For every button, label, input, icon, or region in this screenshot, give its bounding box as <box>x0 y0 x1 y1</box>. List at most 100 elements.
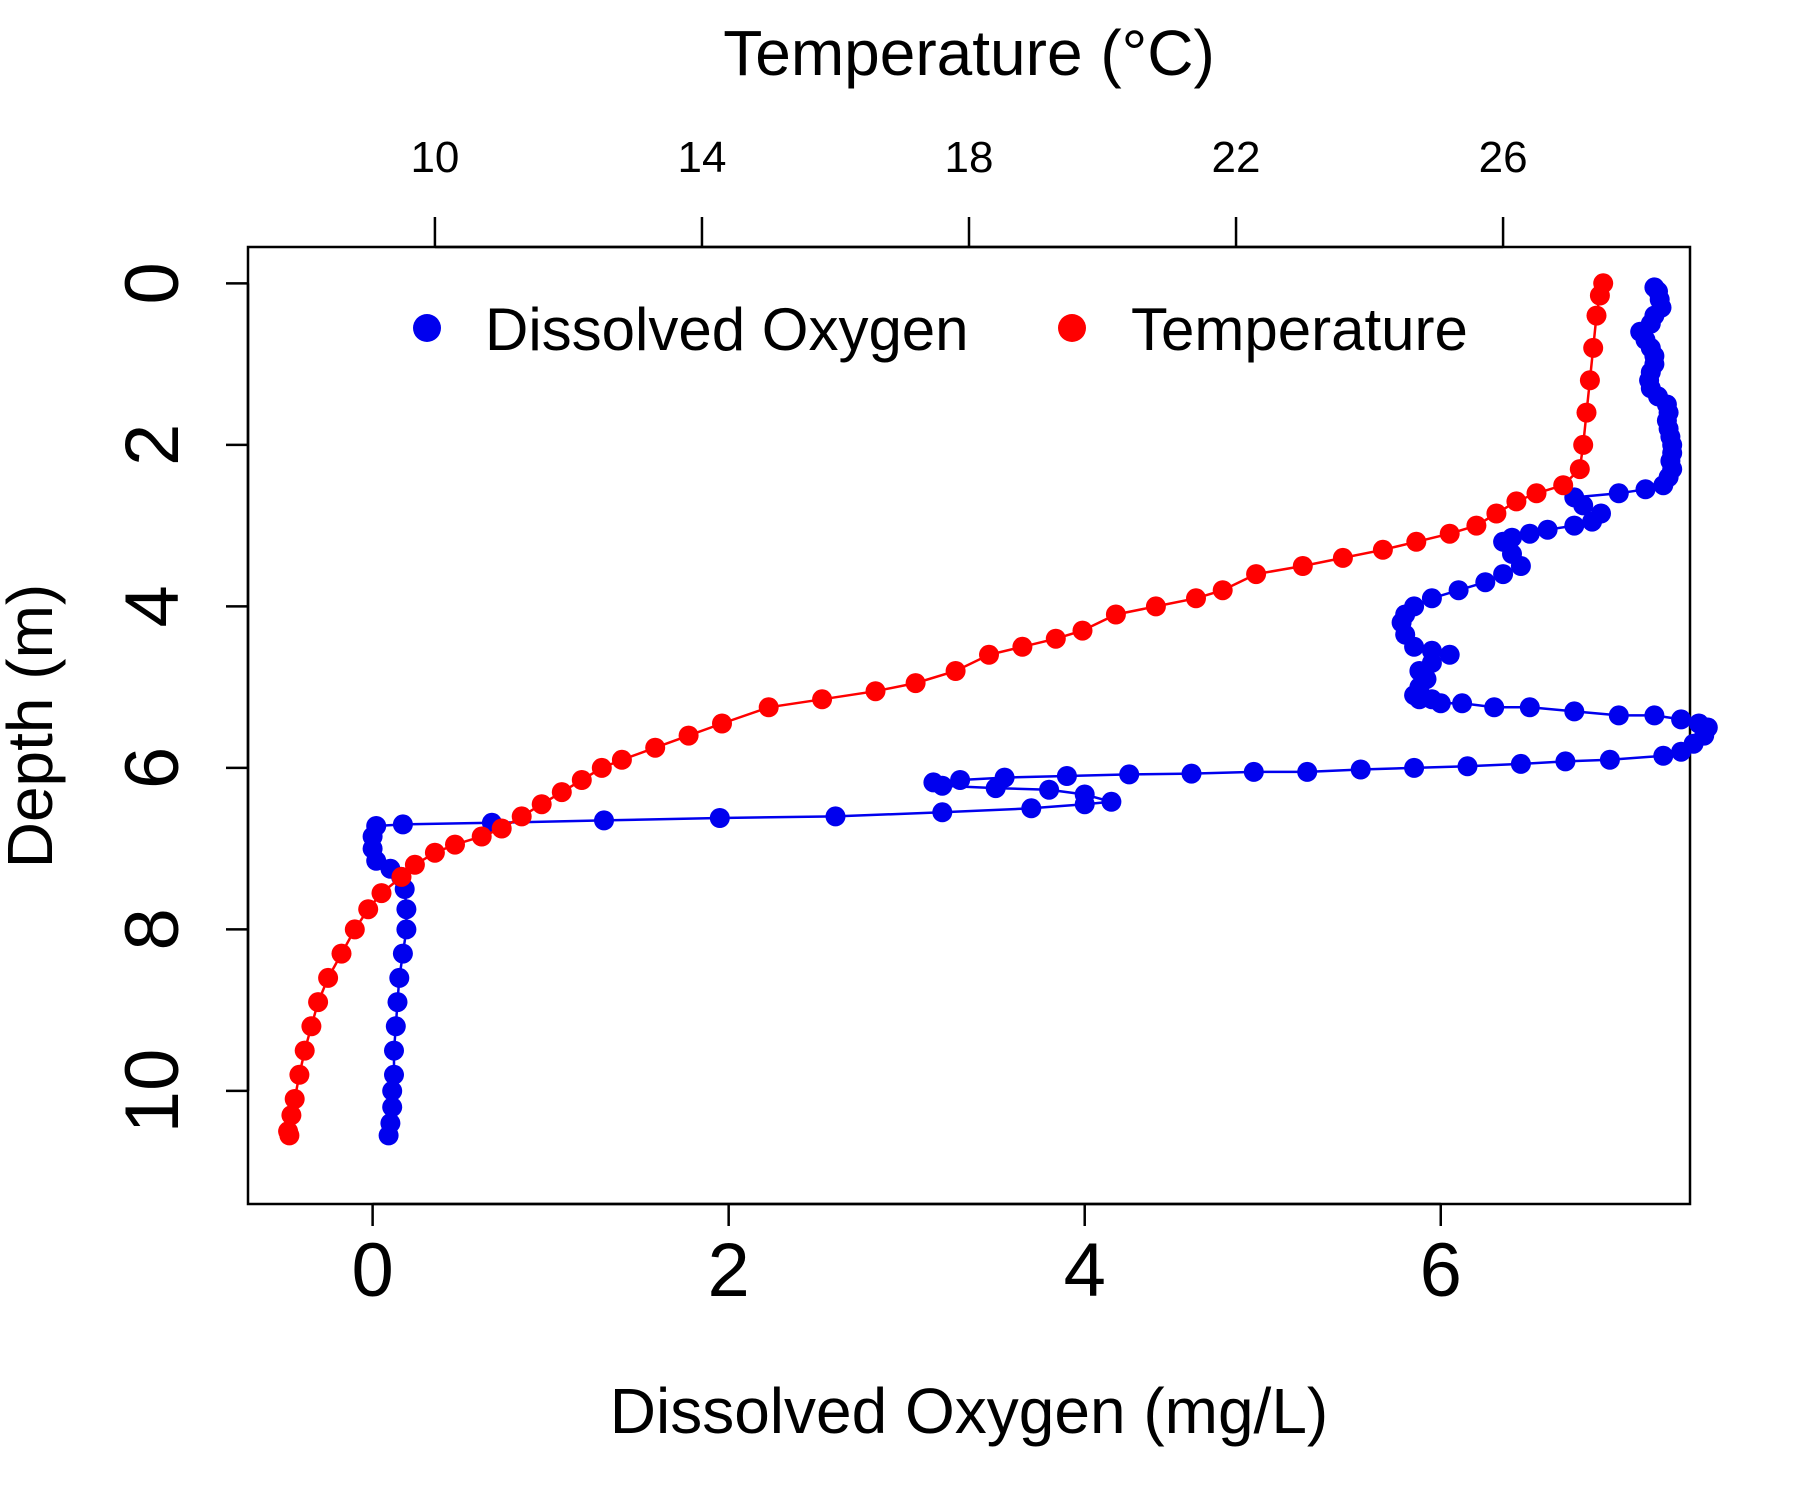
data-point-dissolved-oxygen <box>382 1097 403 1118</box>
data-point-temperature <box>1466 515 1487 536</box>
data-point-temperature <box>1573 434 1594 455</box>
data-point-temperature <box>1586 305 1607 326</box>
data-point-temperature <box>865 681 886 702</box>
data-point-dissolved-oxygen <box>1671 741 1692 762</box>
bottom-axis-tick-label: 0 <box>351 1228 393 1313</box>
bottom-axis-tick-label: 2 <box>708 1228 750 1313</box>
legend-marker-dissolved-oxygen <box>413 314 441 342</box>
data-point-dissolved-oxygen <box>1519 697 1540 718</box>
data-point-dissolved-oxygen <box>1519 523 1540 544</box>
bottom-axis-tick-label: 4 <box>1064 1228 1106 1313</box>
data-point-temperature <box>758 697 779 718</box>
data-point-dissolved-oxygen <box>1404 757 1425 778</box>
data-point-temperature <box>1569 459 1590 480</box>
data-point-temperature <box>424 842 445 863</box>
data-point-temperature <box>1439 523 1460 544</box>
left-axis-tick-label: 4 <box>110 585 195 627</box>
left-axis-title: Depth (m) <box>0 584 66 869</box>
data-point-dissolved-oxygen <box>1537 519 1558 540</box>
data-point-temperature <box>979 644 999 665</box>
bottom-axis-tick-label: 6 <box>1420 1228 1462 1313</box>
left-axis-tick-label: 8 <box>110 908 195 950</box>
data-point-temperature <box>812 689 833 710</box>
data-point-temperature <box>1372 539 1393 560</box>
data-point-dissolved-oxygen <box>1653 475 1674 496</box>
data-point-temperature <box>294 1040 315 1061</box>
data-point-temperature <box>712 713 732 734</box>
data-point-temperature <box>284 1089 305 1109</box>
data-point-temperature <box>491 818 512 839</box>
top-axis: 10 14 18 22 26 <box>410 133 1528 249</box>
legend: Dissolved Oxygen Temperature <box>413 296 1468 363</box>
data-point-temperature <box>1506 491 1527 512</box>
data-point-dissolved-oxygen <box>1457 756 1478 777</box>
left-axis-tick-label: 2 <box>110 424 195 466</box>
data-point-temperature <box>358 899 379 920</box>
data-point-dissolved-oxygen <box>1608 705 1629 726</box>
data-point-temperature <box>308 992 329 1013</box>
data-point-temperature <box>1292 556 1313 576</box>
data-point-temperature <box>1145 596 1166 617</box>
data-point-dissolved-oxygen <box>385 1016 406 1037</box>
data-point-dissolved-oxygen <box>1555 751 1576 772</box>
data-point-temperature <box>1486 503 1507 524</box>
data-point-dissolved-oxygen <box>1671 709 1692 730</box>
top-axis-tick-label: 18 <box>945 133 994 182</box>
data-point-temperature <box>391 866 412 887</box>
plot-area-frame <box>246 245 1692 1206</box>
data-point-temperature <box>1576 402 1597 423</box>
data-point-dissolved-oxygen <box>1056 766 1077 786</box>
legend-label-dissolved-oxygen: Dissolved Oxygen <box>485 296 969 363</box>
data-point-temperature <box>1246 564 1267 585</box>
data-point-temperature <box>1332 547 1353 568</box>
data-point-temperature <box>1045 628 1066 649</box>
data-point-temperature <box>1072 620 1093 641</box>
data-point-dissolved-oxygen <box>392 943 413 964</box>
data-point-dissolved-oxygen <box>1119 764 1140 785</box>
data-point-dissolved-oxygen <box>382 1080 403 1101</box>
data-point-temperature <box>1589 285 1610 306</box>
data-point-dissolved-oxygen <box>1510 753 1531 774</box>
data-point-dissolved-oxygen <box>1582 511 1603 532</box>
data-point-temperature <box>1212 580 1233 601</box>
bottom-axis: 0 2 4 6 <box>351 1202 1462 1313</box>
bottom-axis-title: Dissolved Oxygen (mg/L) <box>610 1375 1328 1447</box>
top-axis-tick-label: 22 <box>1212 133 1261 182</box>
data-point-dissolved-oxygen <box>1510 556 1531 576</box>
data-point-temperature <box>945 661 966 681</box>
data-point-dissolved-oxygen <box>950 770 971 790</box>
data-point-dissolved-oxygen <box>1608 483 1629 504</box>
data-point-dissolved-oxygen <box>396 899 417 920</box>
data-point-temperature <box>371 883 392 904</box>
left-axis-tick-label: 0 <box>110 262 195 304</box>
data-point-temperature <box>1186 588 1206 609</box>
data-point-dissolved-oxygen <box>1421 588 1442 609</box>
data-point-temperature <box>571 770 592 790</box>
series-line-temperature <box>286 282 1605 1136</box>
data-point-dissolved-oxygen <box>387 992 408 1013</box>
data-point-dissolved-oxygen <box>1448 580 1469 601</box>
data-point-dissolved-oxygen <box>1404 636 1425 657</box>
legend-label-temperature: Temperature <box>1131 296 1468 363</box>
data-point-dissolved-oxygen <box>1181 763 1202 784</box>
top-axis-tick-label: 10 <box>410 133 459 182</box>
data-point-dissolved-oxygen <box>1599 749 1620 770</box>
top-axis-tick-label: 14 <box>677 133 726 182</box>
data-point-temperature <box>344 919 365 940</box>
data-point-temperature <box>404 854 425 875</box>
data-point-dissolved-oxygen <box>1564 515 1585 536</box>
top-axis-title: Temperature (°C) <box>723 17 1215 89</box>
data-point-dissolved-oxygen <box>1653 745 1674 766</box>
series-dissolved-oxygen <box>362 277 1718 1146</box>
data-point-dissolved-oxygen <box>1430 693 1451 714</box>
data-point-dissolved-oxygen <box>1635 479 1656 500</box>
data-point-dissolved-oxygen <box>1439 644 1460 665</box>
data-point-dissolved-oxygen <box>932 775 953 796</box>
data-point-dissolved-oxygen <box>825 806 846 827</box>
data-point-temperature <box>301 1016 322 1037</box>
left-axis-tick-label: 6 <box>110 747 195 789</box>
data-point-dissolved-oxygen <box>1644 705 1665 726</box>
data-point-dissolved-oxygen <box>392 814 413 835</box>
data-point-dissolved-oxygen <box>1484 697 1505 718</box>
series-layer <box>278 273 1718 1146</box>
